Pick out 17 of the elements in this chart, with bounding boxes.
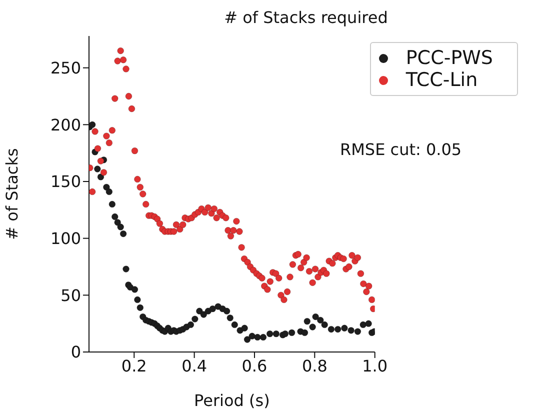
y-tick-label: 250 bbox=[50, 58, 81, 78]
y-tick-label: 0 bbox=[70, 342, 81, 362]
y-axis-title: # of Stacks bbox=[2, 148, 22, 240]
y-tick-label: 50 bbox=[60, 286, 81, 305]
x-tick-label: 1.0 bbox=[362, 356, 388, 376]
y-tick-label: 200 bbox=[50, 115, 81, 134]
legend-label: TCC-Lin bbox=[406, 69, 478, 91]
x-axis-title: Period (s) bbox=[194, 391, 270, 410]
annotation: RMSE cut: 0.05 bbox=[340, 140, 462, 159]
chart-title: # of Stacks required bbox=[223, 8, 389, 27]
x-tick-label: 0.4 bbox=[182, 356, 208, 376]
x-tick-label: 0.2 bbox=[121, 356, 147, 376]
legend-label: PCC-PWS bbox=[406, 47, 493, 69]
x-tick-label: 0.8 bbox=[302, 356, 328, 376]
y-tick-label: 100 bbox=[50, 229, 81, 248]
x-tick-label: 0.6 bbox=[242, 356, 268, 376]
y-tick-label: 150 bbox=[50, 172, 81, 192]
